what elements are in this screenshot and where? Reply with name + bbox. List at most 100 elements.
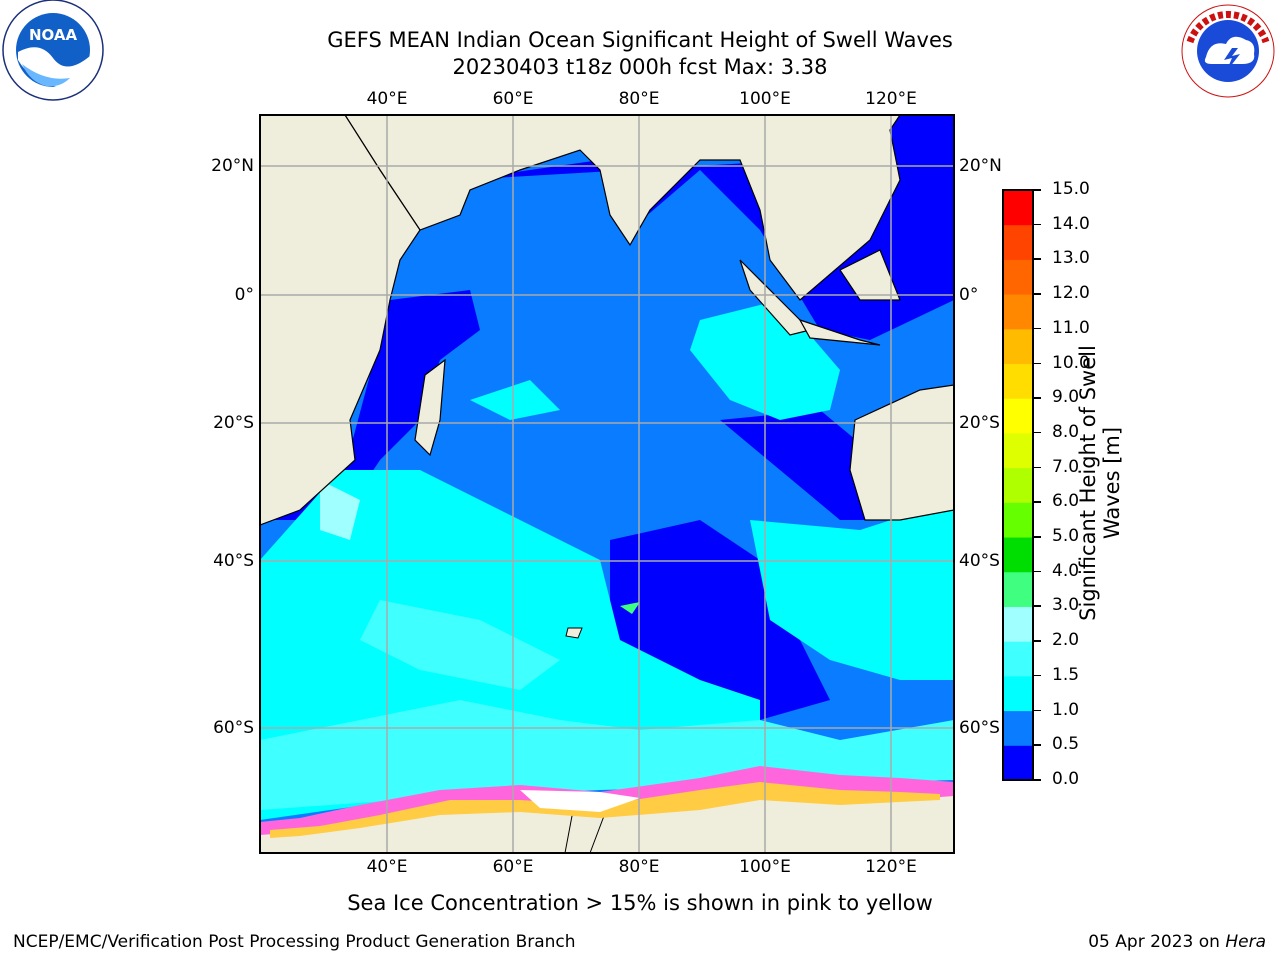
colorbar-tick-mark bbox=[1033, 640, 1041, 642]
sea-ice-note: Sea Ice Concentration > 15% is shown in … bbox=[347, 891, 933, 915]
colorbar-segment bbox=[1003, 641, 1033, 677]
colorbar-tick-mark bbox=[1033, 466, 1041, 469]
colorbar-tick-label: 2.0 bbox=[1052, 630, 1080, 651]
colorbar-tick-label: 1.0 bbox=[1052, 699, 1080, 720]
lon-label-bottom: 100°E bbox=[739, 857, 791, 877]
colorbar-segment bbox=[1003, 606, 1033, 642]
lat-label-right: 0° bbox=[959, 285, 979, 305]
colorbar-tick-label: 5.0 bbox=[1052, 526, 1080, 547]
land-asia-africa-north bbox=[260, 115, 901, 301]
colorbar-segment bbox=[1003, 259, 1033, 295]
colorbar-segment bbox=[1003, 571, 1033, 607]
land-java bbox=[798, 318, 881, 346]
swell-mid-south-east bbox=[750, 500, 954, 680]
lon-label-top: 120°E bbox=[865, 89, 917, 109]
lon-label-top: 100°E bbox=[739, 89, 791, 109]
lat-label-left: 20°S bbox=[213, 413, 254, 433]
colorbar-segment bbox=[1003, 224, 1033, 260]
date-text: 05 Apr 2023 on bbox=[1088, 932, 1226, 952]
colorbar-tick-label: 13.0 bbox=[1052, 248, 1090, 269]
colorbar-frame bbox=[1002, 189, 1034, 781]
colorbar-segment bbox=[1003, 467, 1033, 503]
colorbar-tick-mark bbox=[1033, 779, 1041, 781]
colorbar-label: Significant Height of Swell Waves [m] bbox=[1076, 323, 1124, 643]
noaa-logo-text: NOAA bbox=[29, 26, 78, 44]
colorbar-tick-mark bbox=[1033, 258, 1041, 260]
lon-label-top: 40°E bbox=[366, 89, 408, 109]
land-madagascar bbox=[414, 358, 446, 457]
colorbar-label-line1: Significant Height of Swell bbox=[1076, 345, 1100, 621]
colorbar-tick-label: 0.0 bbox=[1052, 769, 1080, 789]
colorbar-segment bbox=[1003, 745, 1033, 781]
credit-text: NCEP/EMC/Verification Post Processing Pr… bbox=[13, 932, 576, 952]
colorbar-tick-mark bbox=[1033, 397, 1041, 399]
nws-logo bbox=[1181, 4, 1275, 98]
colorbar-tick-mark bbox=[1033, 536, 1041, 538]
lat-label-right: 40°S bbox=[959, 551, 1000, 571]
lon-label-bottom: 60°E bbox=[492, 857, 534, 877]
colorbar-segment bbox=[1003, 675, 1033, 712]
lat-label-right: 20°S bbox=[959, 413, 1000, 433]
colorbar-tick-label: 9.0 bbox=[1052, 387, 1080, 408]
colorbar-segment bbox=[1003, 502, 1033, 538]
colorbar-tick-label: 0.5 bbox=[1052, 734, 1080, 755]
lat-label-left: 60°S bbox=[213, 718, 254, 738]
colorbar-tick-label: 14.0 bbox=[1052, 213, 1090, 234]
lon-label-bottom: 80°E bbox=[618, 857, 660, 877]
colorbar-tick-mark bbox=[1033, 431, 1041, 434]
colorbar-segment bbox=[1003, 432, 1033, 469]
colorbar-tick-label: 11.0 bbox=[1052, 317, 1090, 338]
lon-label-bottom: 40°E bbox=[366, 857, 408, 877]
swell-max-patch bbox=[620, 602, 640, 614]
swell-high-patch bbox=[360, 600, 560, 690]
colorbar-tick-label: 15.0 bbox=[1052, 179, 1090, 199]
colorbar-tick-mark bbox=[1033, 674, 1041, 677]
page-subtitle: 20230403 t18z 000h fcst Max: 3.38 bbox=[452, 55, 828, 79]
colorbar-tick-label: 7.0 bbox=[1052, 456, 1080, 477]
swell-mid-patch bbox=[470, 380, 560, 420]
colorbar-segment bbox=[1003, 294, 1033, 330]
land-sumatra bbox=[739, 259, 812, 336]
colorbar-label-line2: Waves [m] bbox=[1100, 426, 1124, 540]
colorbar-segment bbox=[1003, 190, 1033, 226]
colorbar-tick-label: 6.0 bbox=[1052, 491, 1080, 512]
machine-name: Hera bbox=[1225, 932, 1266, 952]
lat-label-left: 40°S bbox=[213, 551, 254, 571]
colorbar-tick-mark bbox=[1033, 605, 1041, 607]
colorbar-segment bbox=[1003, 398, 1033, 434]
colorbar-tick-mark bbox=[1033, 744, 1041, 746]
swell-highest-patch bbox=[320, 480, 360, 540]
colorbar-segment bbox=[1003, 328, 1033, 365]
colorbar-segment bbox=[1003, 537, 1033, 573]
colorbar-tick-label: 8.0 bbox=[1052, 421, 1080, 442]
lon-label-top: 80°E bbox=[618, 89, 660, 109]
colorbar-tick-mark bbox=[1033, 327, 1041, 330]
lat-label-right: 60°S bbox=[959, 718, 1000, 738]
land-australia bbox=[849, 384, 954, 521]
lat-label-right: 20°N bbox=[959, 156, 1002, 176]
colorbar-tick-mark bbox=[1033, 293, 1041, 295]
lon-label-bottom: 120°E bbox=[865, 857, 917, 877]
page-title: GEFS MEAN Indian Ocean Significant Heigh… bbox=[327, 28, 953, 52]
colorbar-tick-mark bbox=[1033, 709, 1041, 712]
colorbar bbox=[1002, 189, 1034, 781]
land-borneo bbox=[839, 249, 901, 301]
colorbar-segments bbox=[1003, 190, 1033, 781]
colorbar-segment bbox=[1003, 363, 1033, 399]
colorbar-tick-label: 1.5 bbox=[1052, 664, 1080, 685]
swell-low-west bbox=[260, 290, 480, 520]
colorbar-tick-label: 10.0 bbox=[1052, 352, 1090, 373]
map-frame bbox=[259, 114, 955, 854]
colorbar-tick-mark bbox=[1033, 570, 1041, 573]
lat-label-left: 0° bbox=[234, 285, 254, 305]
map-gridlines bbox=[260, 115, 954, 853]
colorbar-tick-label: 12.0 bbox=[1052, 283, 1090, 304]
lat-label-left: 20°N bbox=[211, 156, 254, 176]
lon-label-top: 60°E bbox=[492, 89, 534, 109]
date-stamp: 05 Apr 2023 on Hera bbox=[1088, 932, 1266, 952]
colorbar-tick-label: 3.0 bbox=[1052, 595, 1080, 616]
colorbar-tick-mark bbox=[1033, 223, 1041, 226]
noaa-logo: NOAA bbox=[2, 0, 104, 101]
colorbar-tick-mark bbox=[1033, 362, 1041, 365]
